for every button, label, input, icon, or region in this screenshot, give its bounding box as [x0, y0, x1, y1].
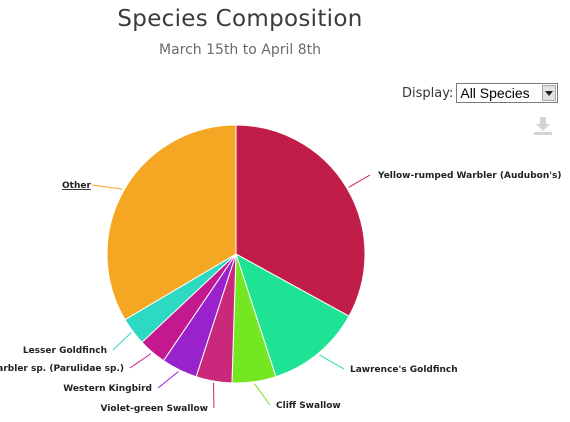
- slice-label: Lesser Goldfinch: [23, 346, 107, 356]
- chevron-down-icon[interactable]: [542, 85, 557, 101]
- leader-line: [212, 383, 215, 409]
- slice-label: Lawrence's Goldfinch: [350, 365, 458, 375]
- chart-subtitle: March 15th to April 8th: [159, 42, 321, 58]
- display-label: Display:: [402, 85, 454, 101]
- leader-line: [112, 332, 132, 351]
- display-filter: Display: All Species: [402, 82, 559, 104]
- display-select-value: All Species: [460, 85, 530, 101]
- chart-title: Species Composition: [117, 6, 363, 32]
- leader-line: [348, 174, 371, 188]
- pie-slice[interactable]: [235, 124, 366, 317]
- leader-line: [254, 383, 271, 406]
- leader-line: [129, 353, 152, 369]
- slice-label: Violet-green Swallow: [101, 404, 208, 414]
- slice-label: Yellow-rumped Warbler (Audubon's): [377, 171, 561, 181]
- slice-label[interactable]: Other: [62, 181, 91, 191]
- download-icon[interactable]: [533, 116, 553, 136]
- leader-line: [319, 354, 345, 370]
- leader-line: [91, 184, 123, 190]
- pie-slice[interactable]: [235, 252, 350, 378]
- slice-label: Western Kingbird: [63, 384, 152, 394]
- leader-line: [157, 371, 179, 389]
- slice-label: Cliff Swallow: [276, 401, 341, 411]
- pie-slice[interactable]: [106, 124, 237, 321]
- display-select[interactable]: All Species: [456, 83, 559, 103]
- slice-label: warbler sp. (Parulidae sp.): [0, 364, 124, 374]
